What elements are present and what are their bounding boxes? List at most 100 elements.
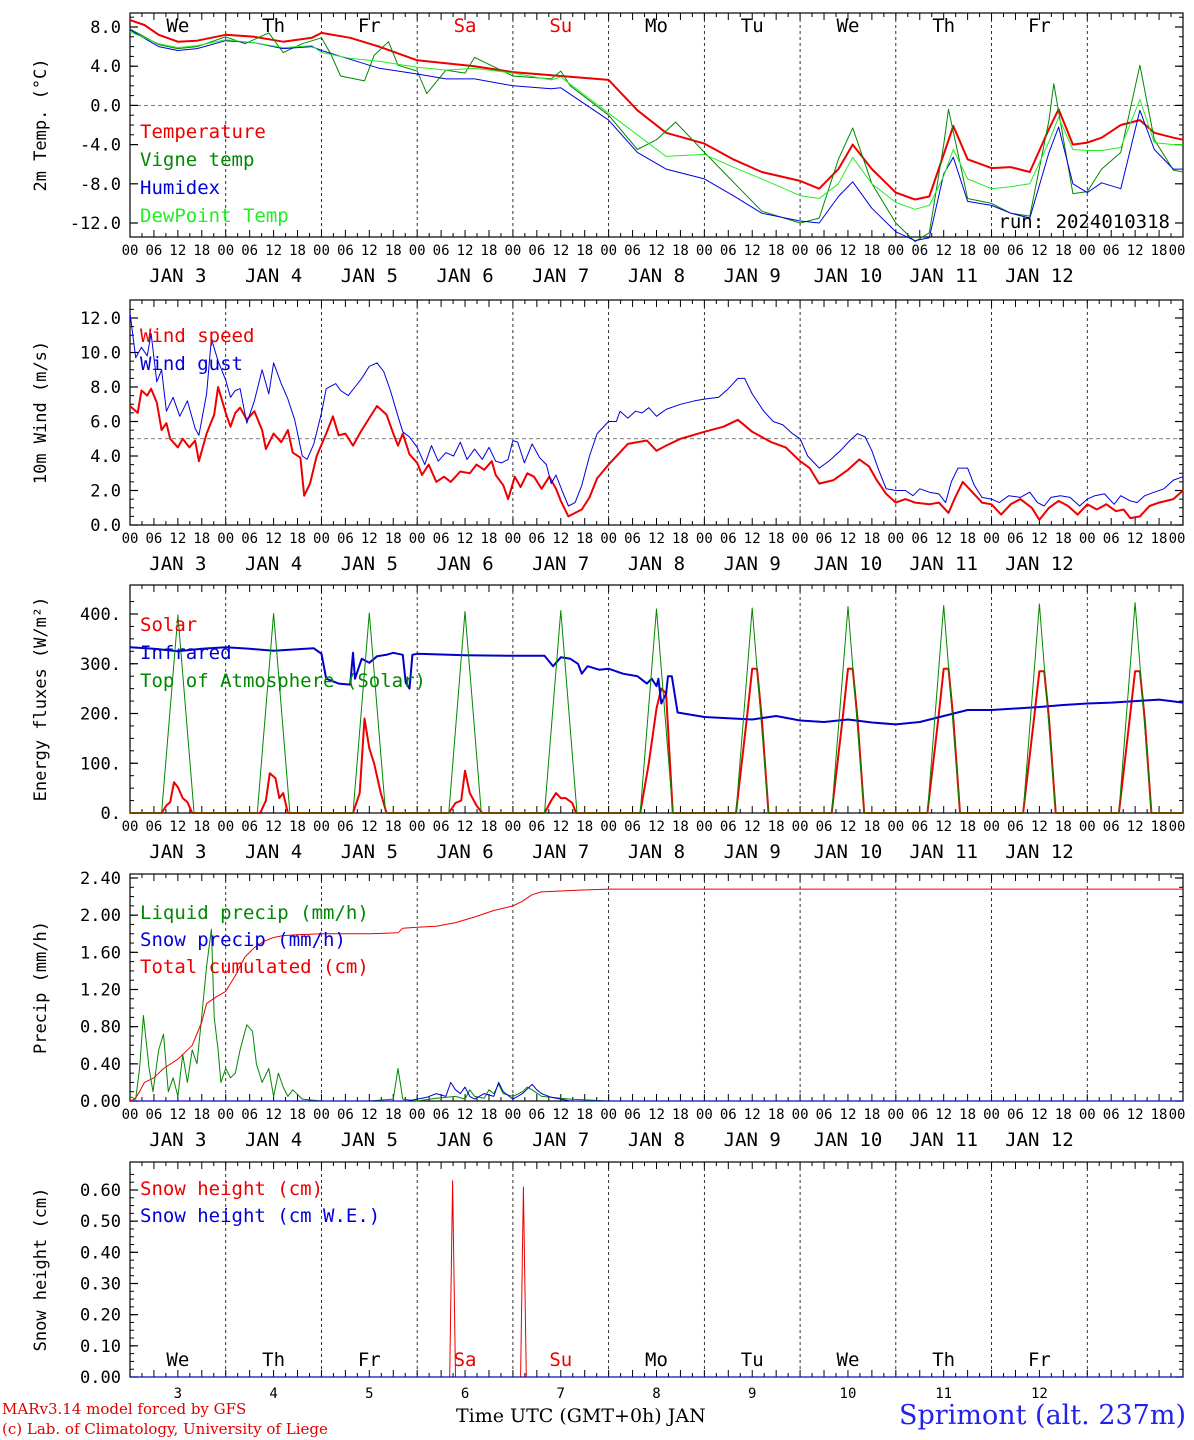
date-label: JAN 12 xyxy=(1005,1129,1074,1151)
hour-tick-label: 12 xyxy=(840,531,857,547)
legend-entry: Temperature xyxy=(140,121,266,143)
hour-tick-label: 00 xyxy=(122,531,139,547)
hour-tick-label: 18 xyxy=(959,243,976,259)
hour-tick-label: 06 xyxy=(720,243,737,259)
date-label: JAN 9 xyxy=(724,553,781,575)
hour-tick-label: 18 xyxy=(768,819,785,835)
weekday-label: Fr xyxy=(1028,15,1051,37)
lab-credit-text: (c) Lab. of Climatology, University of L… xyxy=(2,1420,328,1438)
hour-tick-label: 00 xyxy=(409,1107,426,1123)
time-axis-label: Time UTC (GMT+0h) JAN xyxy=(456,1405,706,1427)
hour-tick-label: 12 xyxy=(169,819,186,835)
hour-tick-label: 06 xyxy=(624,243,641,259)
panel-1: 8.0 4.0 0.0 -4.0 -8.0 -12.0 2m Temp. (°C) 00 06 1… xyxy=(31,12,1185,287)
date-label: JAN 12 xyxy=(1005,553,1074,575)
y-axis-label: Energy fluxes (W/m²) xyxy=(31,597,51,802)
hour-tick-label: 18 xyxy=(193,1107,210,1123)
y-tick-label: 0.40 xyxy=(80,1055,121,1075)
hour-tick-label: 00 xyxy=(217,243,234,259)
hour-tick-label: 18 xyxy=(193,243,210,259)
y-axis-label: 10m Wind (m/s) xyxy=(31,341,51,484)
hour-tick-label: 06 xyxy=(146,1107,163,1123)
y-tick-label: 0.80 xyxy=(80,1018,121,1038)
date-label: JAN 11 xyxy=(909,841,978,863)
hour-tick-label: 00 xyxy=(1079,243,1096,259)
hour-tick-label: 12 xyxy=(169,1107,186,1123)
y-tick-label: -12.0 xyxy=(70,214,121,234)
hour-tick-label: 00 xyxy=(887,243,904,259)
weekday-label: Mo xyxy=(645,1349,668,1371)
hour-tick-label: 06 xyxy=(433,1107,450,1123)
weekday-label: Fr xyxy=(358,1349,381,1371)
y-tick-label: 1.60 xyxy=(80,943,121,963)
y-tick-label: 2.00 xyxy=(80,906,121,926)
date-label: JAN 11 xyxy=(909,553,978,575)
day-number-label: 3 xyxy=(174,1386,182,1402)
hour-tick-label: 06 xyxy=(433,243,450,259)
hour-tick-label: 12 xyxy=(1031,243,1048,259)
date-label: JAN 5 xyxy=(341,553,398,575)
hour-tick-label: 06 xyxy=(337,243,354,259)
hour-tick-label: 06 xyxy=(337,819,354,835)
y-tick-label: 0.0 xyxy=(90,516,121,536)
day-number-label: 10 xyxy=(840,1386,857,1402)
hour-tick-label: 06 xyxy=(337,531,354,547)
y-tick-label: -4.0 xyxy=(80,136,121,156)
day-number-label: 12 xyxy=(1031,1386,1048,1402)
date-label: JAN 3 xyxy=(149,841,206,863)
panel-2: 0.0 2.0 4.0 6.0 8.0 10.0 12.0 10m Wind (m/s) 00 0… xyxy=(31,299,1185,575)
hour-tick-label: 00 xyxy=(696,531,713,547)
hour-tick-label: 06 xyxy=(241,1107,258,1123)
hour-tick-label: 00 xyxy=(887,819,904,835)
hour-tick-label: 18 xyxy=(481,243,498,259)
series-line-temperature xyxy=(129,19,1184,201)
hour-tick-label: 12 xyxy=(648,819,665,835)
date-label: JAN 7 xyxy=(532,265,589,287)
weekday-label: Th xyxy=(262,15,285,37)
hour-tick-label: 06 xyxy=(816,243,833,259)
hour-tick-label: 00 xyxy=(409,819,426,835)
hour-tick-label: 06 xyxy=(816,819,833,835)
date-label: JAN 8 xyxy=(628,553,685,575)
hour-tick-label: 06 xyxy=(241,819,258,835)
legend-entry: Snow precip (mm/h) xyxy=(140,929,346,951)
date-label: JAN 3 xyxy=(149,1129,206,1151)
hour-tick-label: 12 xyxy=(361,243,378,259)
date-label: JAN 6 xyxy=(436,553,493,575)
hour-tick-label: 00 xyxy=(313,1107,330,1123)
hour-tick-label: 18 xyxy=(672,531,689,547)
legend-entry: Total cumulated (cm) xyxy=(140,956,369,978)
y-axis-label: 2m Temp. (°C) xyxy=(31,58,51,191)
hour-tick-label: 06 xyxy=(528,243,545,259)
hour-tick-label: 12 xyxy=(1031,1107,1048,1123)
hour-tick-label: 12 xyxy=(1031,819,1048,835)
hour-tick-label: 12 xyxy=(840,819,857,835)
date-label: JAN 4 xyxy=(245,841,302,863)
hour-tick-label: 18 xyxy=(481,1107,498,1123)
hour-tick-label: 06 xyxy=(911,243,928,259)
hour-tick-label: 18 xyxy=(768,531,785,547)
hour-tick-label: 18 xyxy=(385,243,402,259)
hour-tick-label: 00 xyxy=(887,1107,904,1123)
hour-tick-label: 18 xyxy=(1055,243,1072,259)
plot-frame xyxy=(129,299,1184,526)
hour-tick-label: 06 xyxy=(720,819,737,835)
day-number-label: 5 xyxy=(365,1386,373,1402)
hour-tick-label: 18 xyxy=(863,243,880,259)
hour-tick-label: 00 xyxy=(792,243,809,259)
hour-tick-label: 18 xyxy=(481,819,498,835)
date-label: JAN 4 xyxy=(245,553,302,575)
hour-tick-label: 06 xyxy=(241,531,258,547)
hour-tick-label: 18 xyxy=(1151,1107,1168,1123)
hour-tick-label: 12 xyxy=(1127,243,1144,259)
hour-tick-label: 12 xyxy=(169,243,186,259)
weekday-label: Su xyxy=(549,1349,572,1371)
hour-tick-label: 06 xyxy=(433,531,450,547)
hour-tick-label: 18 xyxy=(193,819,210,835)
y-tick-label: 0.10 xyxy=(80,1337,121,1357)
series-line-wind-speed xyxy=(129,386,1184,521)
hour-tick-label: 00 xyxy=(983,1107,1000,1123)
hour-tick-label: 06 xyxy=(624,819,641,835)
hour-tick-label: 00 xyxy=(600,1107,617,1123)
hour-tick-label: 12 xyxy=(648,531,665,547)
